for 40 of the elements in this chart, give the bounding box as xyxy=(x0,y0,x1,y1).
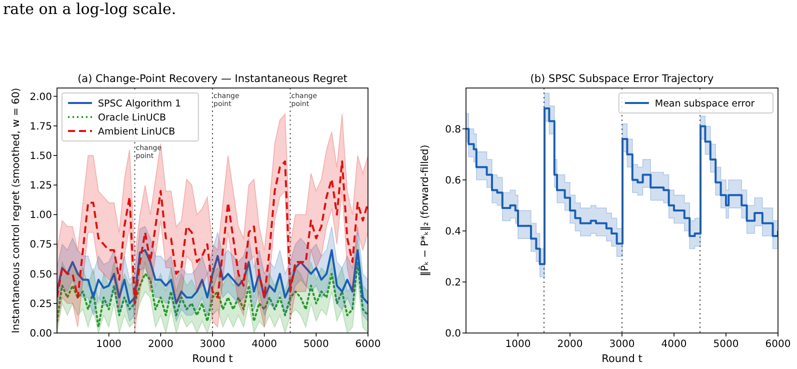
y-tick-label: 0.0 xyxy=(445,328,461,340)
x-tick-label: 5000 xyxy=(713,339,739,350)
y-tick-label: 2.00 xyxy=(30,92,52,103)
x-axis-title: Round t xyxy=(602,353,642,365)
y-tick-label: 0.00 xyxy=(30,328,52,340)
y-tick-label: 0.2 xyxy=(445,277,461,288)
legend-label: Ambient LinUCB xyxy=(98,126,176,138)
line-series xyxy=(57,249,368,304)
legend-label: Oracle LinUCB xyxy=(98,112,166,124)
y-tick-label: 0.50 xyxy=(30,269,52,280)
x-tick-label: 5000 xyxy=(303,339,329,350)
x-tick-label: 1000 xyxy=(505,339,531,350)
legend-label: SPSC Algorithm 1 xyxy=(98,98,182,110)
x-tick-label: 2000 xyxy=(557,339,583,350)
x-tick-label: 1000 xyxy=(96,339,122,350)
y-tick-label: 0.25 xyxy=(30,298,52,310)
x-tick-label: 3000 xyxy=(200,339,226,350)
y-tick-label: 1.00 xyxy=(30,210,52,222)
y-tick-label: 0.6 xyxy=(445,175,461,186)
y-tick-label: 1.25 xyxy=(30,180,52,192)
chart-title: (a) Change-Point Recovery — Instantaneous Regret xyxy=(78,73,348,85)
x-tick-label: 6000 xyxy=(765,339,791,350)
line-series xyxy=(57,160,368,304)
x-tick-label: 6000 xyxy=(355,339,381,350)
x-axis-title: Round t xyxy=(192,353,233,365)
y-tick-label: 0.8 xyxy=(445,124,461,136)
y-axis-title: ‖P̂ₖ − P*ₖ‖₂ (forward-filled) xyxy=(418,144,431,276)
x-tick-label: 4000 xyxy=(661,339,687,350)
x-tick-label: 3000 xyxy=(609,339,635,350)
text: rate on a log-log scale. xyxy=(3,0,176,18)
y-axis-title: Instantaneous control regret (smoothed, w = 60) xyxy=(11,88,22,334)
y-tick-label: 0.4 xyxy=(445,226,461,238)
line-series xyxy=(57,260,368,328)
x-tick-label: 4000 xyxy=(252,339,278,350)
y-tick-label: 1.75 xyxy=(30,121,52,132)
y-tick-label: 0.75 xyxy=(30,240,52,251)
legend-label: Mean subspace error xyxy=(654,98,755,110)
chart-title: (b) SPSC Subspace Error Trajectory xyxy=(530,73,714,85)
x-tick-label: 2000 xyxy=(148,339,174,350)
y-tick-label: 1.50 xyxy=(30,150,52,162)
